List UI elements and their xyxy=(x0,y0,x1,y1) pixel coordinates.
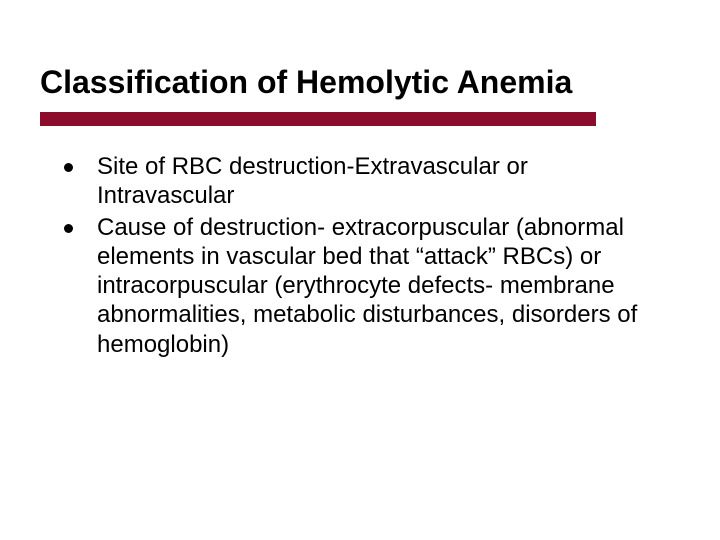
list-item: Site of RBC destruction-Extravascular or… xyxy=(64,152,664,211)
slide-title: Classification of Hemolytic Anemia xyxy=(40,64,680,101)
body-region: Site of RBC destruction-Extravascular or… xyxy=(64,152,664,361)
title-underline xyxy=(40,112,596,126)
bullet-text: Cause of destruction- extracorpuscular (… xyxy=(97,213,664,359)
bullet-text: Site of RBC destruction-Extravascular or… xyxy=(97,152,664,211)
bullet-icon xyxy=(64,163,73,172)
list-item: Cause of destruction- extracorpuscular (… xyxy=(64,213,664,359)
bullet-icon xyxy=(64,224,73,233)
title-region: Classification of Hemolytic Anemia xyxy=(40,64,680,101)
slide: Classification of Hemolytic Anemia Site … xyxy=(0,0,720,540)
